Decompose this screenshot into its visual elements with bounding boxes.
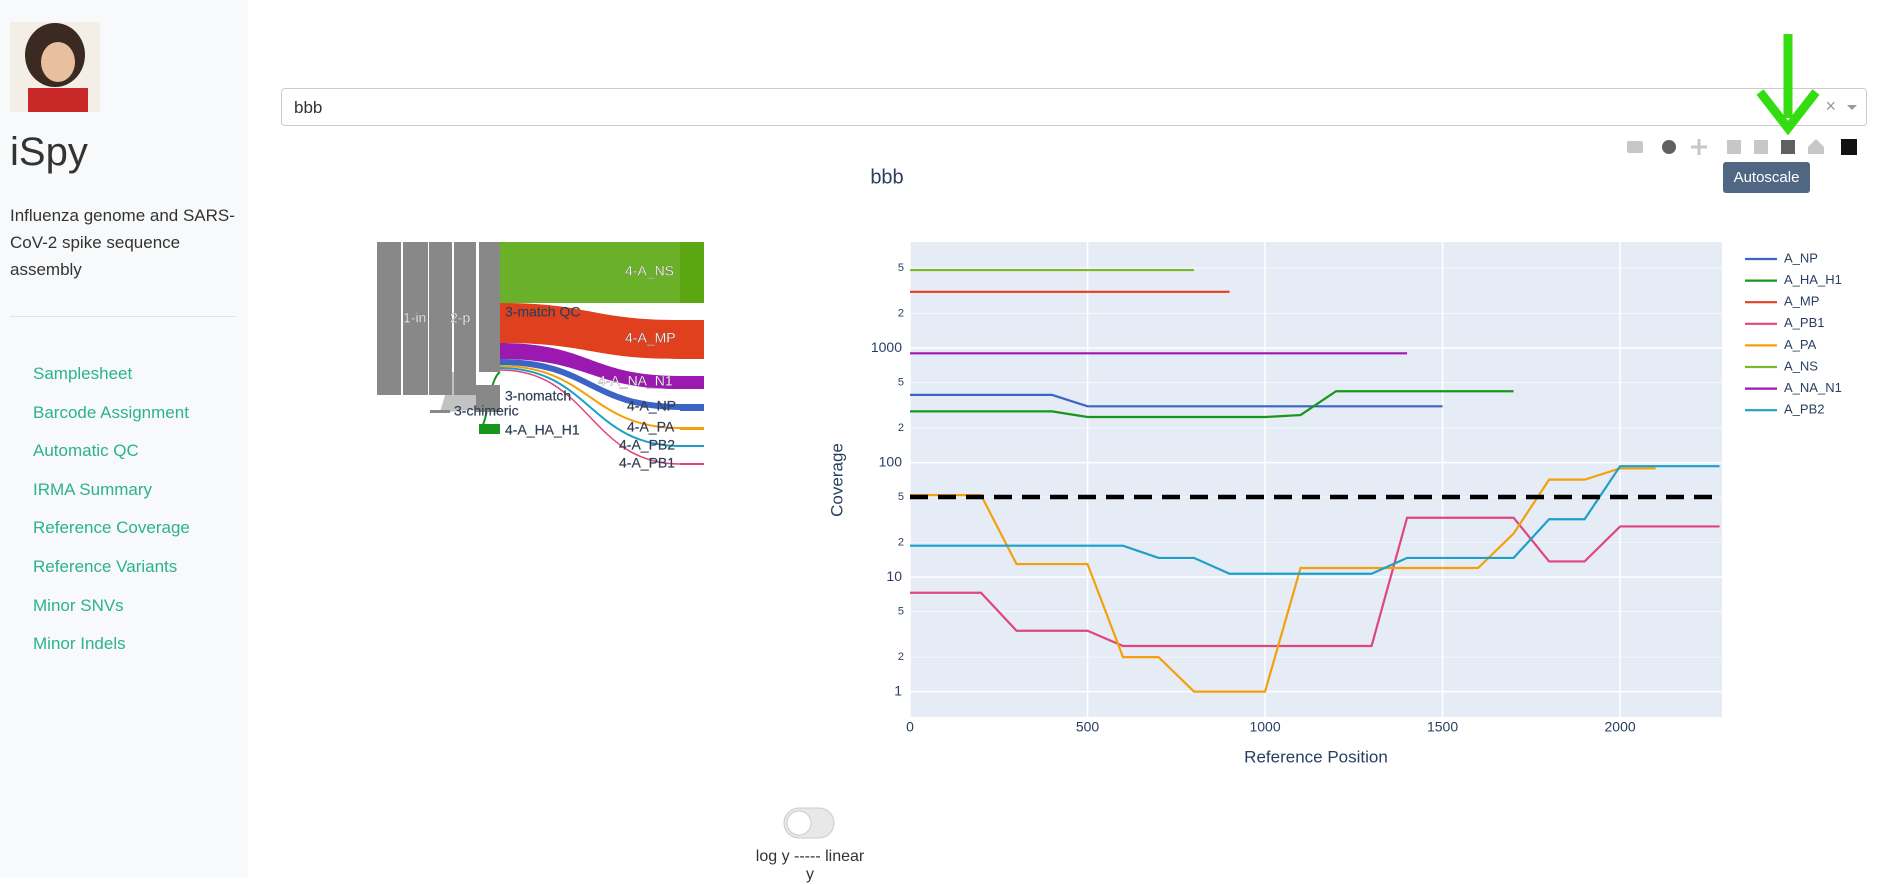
node xyxy=(680,320,704,359)
plotly-logo[interactable] xyxy=(1841,139,1857,155)
sankey-label: 4-A_HA_H1 xyxy=(505,422,580,438)
x-tick-label: 0 xyxy=(906,719,914,735)
sankey-label: 4-A_MP xyxy=(625,330,676,346)
dropdown-clear[interactable]: × xyxy=(1825,96,1836,116)
sankey-nodes xyxy=(377,242,500,413)
sankey-label: 3-nomatch xyxy=(505,388,571,404)
legend-label: A_NA_N1 xyxy=(1784,380,1842,395)
node xyxy=(680,376,704,389)
legend-label: A_PB1 xyxy=(1784,315,1824,330)
logo xyxy=(10,22,100,112)
flow xyxy=(499,365,681,429)
sankey-label: 1-in xyxy=(403,310,426,326)
sankey-label: 3-match QC xyxy=(505,304,580,320)
legend-label: A_NP xyxy=(1784,250,1818,265)
sankey xyxy=(377,242,704,465)
dropdown-caret[interactable] xyxy=(1846,104,1858,112)
node xyxy=(479,424,500,434)
y-tick-label: 2 xyxy=(898,308,904,320)
y-tick-label: 5 xyxy=(898,605,904,617)
sankey-label: 4-A_NA_N1 xyxy=(598,373,673,389)
legend-label: A_MP xyxy=(1784,294,1819,309)
sample-dropdown[interactable]: bbb × xyxy=(281,88,1867,126)
app-title: iSpy xyxy=(10,130,88,174)
x-axis-title: Reference Position xyxy=(1244,747,1388,766)
flow xyxy=(440,372,476,412)
legend-label: A_PB2 xyxy=(1784,402,1824,417)
node xyxy=(680,463,704,465)
y-tick-label: 5 xyxy=(898,262,904,274)
flow xyxy=(499,359,681,410)
flow xyxy=(499,367,681,447)
sankey-label: 4-A_PB2 xyxy=(619,437,675,453)
autoscale-icon[interactable] xyxy=(1781,140,1795,154)
sankey-label: 2-p xyxy=(450,310,470,326)
series-line xyxy=(910,467,1656,693)
y-tick-label: 1000 xyxy=(871,339,902,355)
y-tick-label: 2 xyxy=(898,422,904,434)
tooltip: Autoscale xyxy=(1723,162,1810,193)
x-tick-label: 1000 xyxy=(1249,719,1280,735)
node xyxy=(680,242,704,303)
toggle-switch[interactable] xyxy=(783,807,835,839)
node xyxy=(680,427,704,430)
toggle-label: log y ----- linear y xyxy=(755,848,865,883)
nav-link[interactable]: Reference Coverage xyxy=(33,518,190,538)
nav-link[interactable]: Samplesheet xyxy=(33,364,133,383)
zoom-out-icon[interactable] xyxy=(1754,140,1768,154)
zoom-in-icon[interactable] xyxy=(1727,140,1741,154)
reset-icon[interactable] xyxy=(1808,139,1824,154)
y-tick-label: 2 xyxy=(898,537,904,549)
node xyxy=(680,404,704,411)
pan-icon[interactable] xyxy=(1691,139,1707,155)
series-line xyxy=(910,516,1720,648)
modebar xyxy=(1627,139,1857,155)
legend-label: A_NS xyxy=(1784,358,1818,373)
sankey-label: 4-A_NP xyxy=(627,398,676,414)
chart-title: bbb xyxy=(870,166,903,188)
x-tick-label: 2000 xyxy=(1605,719,1636,735)
series-line xyxy=(910,390,1514,419)
sidebar: iSpy Influenza genome and SARS-CoV-2 spi… xyxy=(0,0,248,877)
nav-link[interactable]: Minor SNVs xyxy=(33,595,124,615)
series-line xyxy=(910,393,1443,408)
series-line xyxy=(910,465,1720,575)
y-tick-label: 5 xyxy=(898,491,904,503)
sankey-label: 3-chimeric xyxy=(454,403,519,419)
y-tick-label: 10 xyxy=(886,568,902,584)
nav-link[interactable]: Automatic QC xyxy=(33,441,139,461)
y-tick-label: 2 xyxy=(898,651,904,663)
x-tick-label: 500 xyxy=(1076,719,1100,735)
y-axis-title: Coverage xyxy=(827,443,846,517)
flow xyxy=(500,303,680,359)
flow xyxy=(478,371,501,430)
nav-link[interactable]: Barcode Assignment xyxy=(33,402,189,422)
flow xyxy=(500,242,680,303)
nav-link[interactable]: Minor Indels xyxy=(33,634,126,654)
sankey-label: 4-A_PB1 xyxy=(619,455,675,471)
flow xyxy=(500,343,680,389)
app-description: Influenza genome and SARS-CoV-2 spike se… xyxy=(10,206,235,279)
legend-label: A_PA xyxy=(1784,337,1817,352)
divider xyxy=(10,316,235,317)
toggle-knob[interactable] xyxy=(786,810,812,836)
nav-link[interactable]: Reference Variants xyxy=(33,557,178,576)
nav-link[interactable]: IRMA Summary xyxy=(33,479,153,499)
node xyxy=(680,445,704,447)
sankey-label: 4-A_PA xyxy=(627,419,675,435)
y-tick-label: 5 xyxy=(898,376,904,388)
y-tick-label: 1 xyxy=(894,682,902,698)
sankey-label: 4-A_NS xyxy=(625,263,674,279)
y-tick-label: 100 xyxy=(879,453,903,469)
zoom-icon[interactable] xyxy=(1662,140,1676,154)
legend-label: A_HA_H1 xyxy=(1784,272,1842,287)
camera-icon[interactable] xyxy=(1627,141,1643,153)
dropdown-value: bbb xyxy=(294,98,323,117)
plot-background xyxy=(910,242,1722,717)
flow xyxy=(499,369,681,465)
x-tick-label: 1500 xyxy=(1427,719,1458,735)
